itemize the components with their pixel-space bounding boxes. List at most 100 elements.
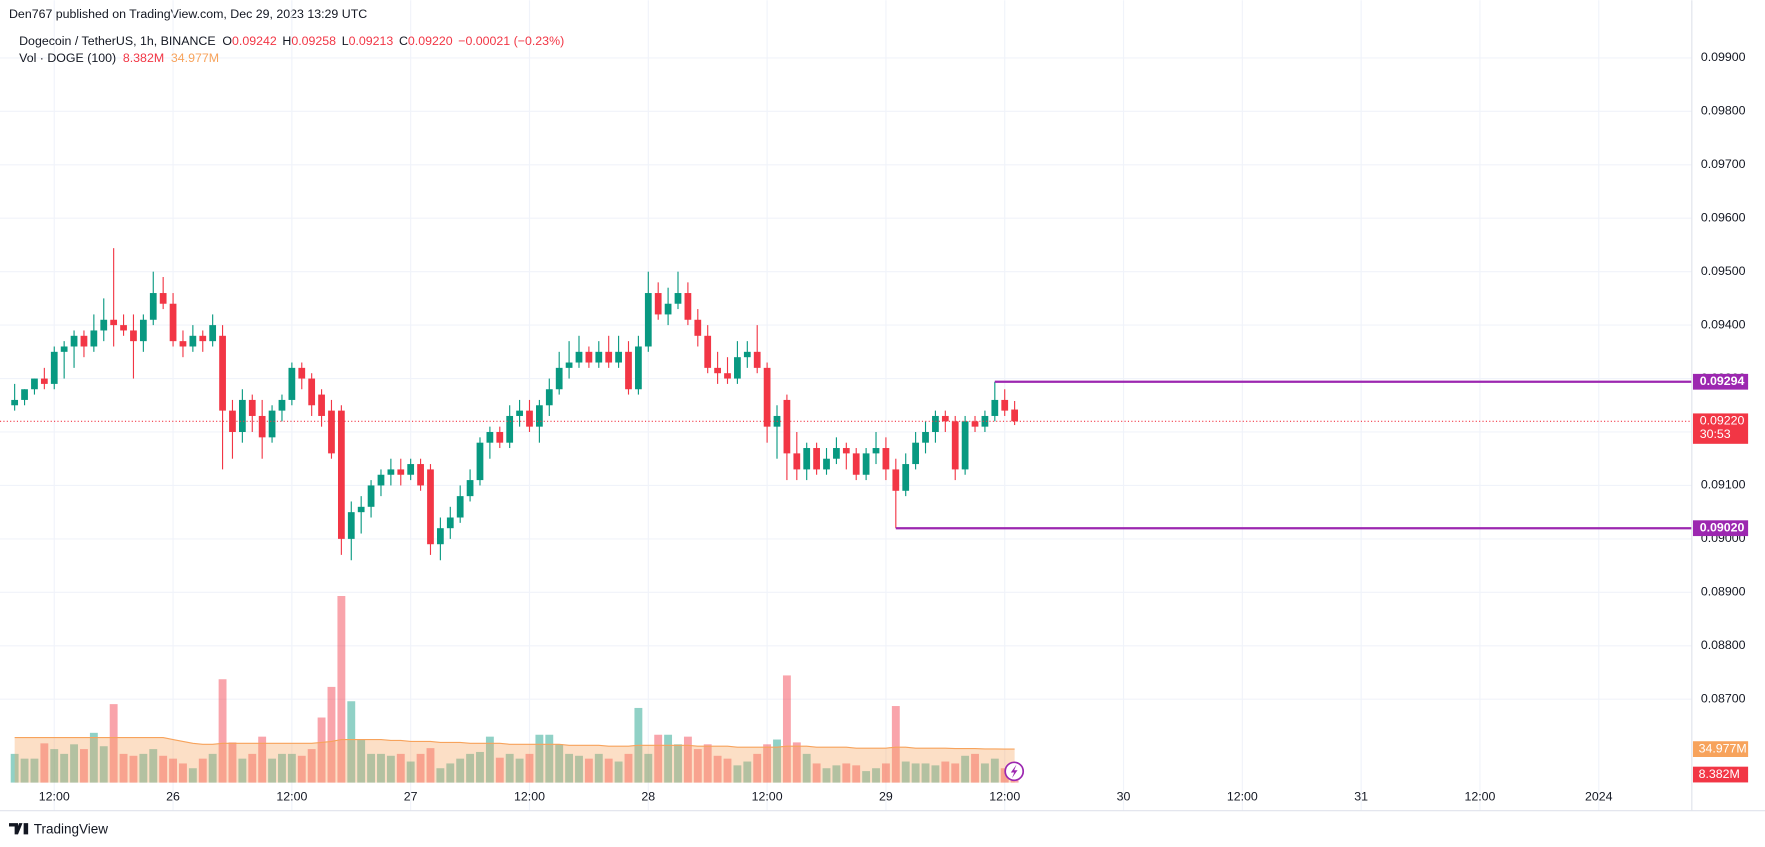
- volume-bar: [862, 771, 871, 783]
- lightning-bolt[interactable]: [1010, 764, 1018, 779]
- candle-body: [149, 293, 157, 320]
- volume-bar: [307, 749, 316, 783]
- volume-bar: [347, 701, 356, 783]
- x-tick-label: 29: [879, 789, 893, 803]
- candle-body: [288, 367, 296, 400]
- candle-body: [476, 442, 484, 481]
- candle-body: [50, 351, 58, 384]
- volume-bar: [911, 763, 920, 783]
- x-tick-label: 12:00: [1464, 789, 1495, 803]
- candle-body: [595, 351, 603, 363]
- volume-bar: [921, 763, 930, 783]
- candle-body: [555, 367, 563, 390]
- volume-title: Vol · DOGE (100): [19, 51, 116, 65]
- candle-body: [585, 351, 593, 363]
- y-tick-label: 0.08900: [1701, 585, 1746, 599]
- volume-ma-label: 34.977M: [1699, 741, 1747, 755]
- candle-body: [892, 469, 900, 491]
- volume-bar: [792, 742, 801, 783]
- volume-bar: [268, 758, 277, 783]
- candle-body: [70, 335, 78, 347]
- legend-key: H: [282, 34, 291, 48]
- volume-bar: [159, 755, 168, 783]
- volume-bar: [109, 704, 118, 783]
- candle-body: [357, 506, 365, 513]
- candle-body: [684, 293, 692, 320]
- volume-bar: [179, 763, 187, 783]
- candle-body: [248, 399, 256, 416]
- candle-body: [308, 378, 316, 406]
- candle-body: [456, 496, 464, 518]
- candle-body: [912, 442, 919, 465]
- volume-bar: [901, 761, 910, 783]
- lightning-icon[interactable]: [1004, 761, 1025, 782]
- volume-bar: [386, 755, 395, 783]
- volume-bar: [515, 758, 524, 783]
- volume-bar: [604, 758, 613, 783]
- candle-body: [407, 464, 415, 475]
- candle-body: [882, 448, 890, 470]
- candle-body: [328, 410, 335, 454]
- candle-body: [397, 469, 405, 475]
- candle-body: [823, 458, 830, 470]
- candle-body: [743, 351, 751, 358]
- volume-bar: [188, 768, 197, 783]
- candle-body: [318, 394, 325, 416]
- volume-bar: [703, 744, 712, 783]
- volume-bar: [644, 753, 653, 783]
- volume-bar: [852, 765, 861, 783]
- volume-bar: [575, 755, 583, 783]
- volume-pane: [10, 596, 1019, 783]
- volume-bar: [980, 763, 989, 783]
- x-tick-label: 12:00: [276, 789, 307, 803]
- legend-key: C: [399, 34, 408, 48]
- volume-bar: [832, 765, 841, 783]
- volume-bar: [753, 753, 762, 783]
- candle-body: [427, 469, 434, 545]
- volume-bar: [802, 753, 811, 783]
- candle-body: [783, 399, 791, 454]
- candle-body: [833, 448, 840, 459]
- candle-body: [486, 431, 494, 443]
- volume-bar: [545, 734, 554, 783]
- volume-bar: [1000, 768, 1009, 783]
- candle-body: [506, 415, 514, 443]
- volume-bar: [713, 755, 722, 783]
- y-tick-label: 0.09400: [1701, 317, 1746, 331]
- volume-bar: [258, 736, 267, 783]
- volume-bar: [584, 758, 593, 783]
- candle-body: [298, 367, 306, 379]
- volume-bar: [782, 675, 791, 783]
- volume-bar: [70, 744, 78, 783]
- candle-body: [852, 453, 860, 475]
- candle-body: [130, 330, 137, 342]
- volume-bar: [674, 744, 682, 783]
- legend-value: 0.09258: [291, 34, 336, 48]
- candle-body: [694, 319, 702, 336]
- legend: Dogecoin / TetherUS, 1h, BINANCE Vol · D…: [19, 34, 564, 65]
- candle-body: [991, 399, 999, 416]
- volume-bar: [228, 742, 237, 783]
- candle-body: [674, 293, 682, 304]
- volume-bar: [446, 763, 455, 783]
- volume-bar: [80, 749, 88, 783]
- volume-bar: [931, 765, 940, 783]
- volume-bar: [60, 753, 69, 783]
- y-tick-label: 0.08700: [1701, 691, 1746, 705]
- volume-bar: [733, 765, 742, 783]
- candle-body: [347, 512, 355, 539]
- candle-body: [615, 351, 622, 363]
- volume-bar: [377, 753, 385, 783]
- volume-bar: [505, 753, 514, 783]
- last-price-label: 0.09220: [1700, 414, 1745, 428]
- candles: [11, 248, 1018, 561]
- volume-bar: [664, 734, 673, 783]
- x-tick-label: 26: [166, 789, 180, 803]
- candle-body: [654, 293, 662, 315]
- volume-bar: [693, 749, 702, 783]
- volume-bar: [654, 734, 663, 783]
- volume-bar: [773, 739, 781, 783]
- volume-bar: [297, 755, 306, 783]
